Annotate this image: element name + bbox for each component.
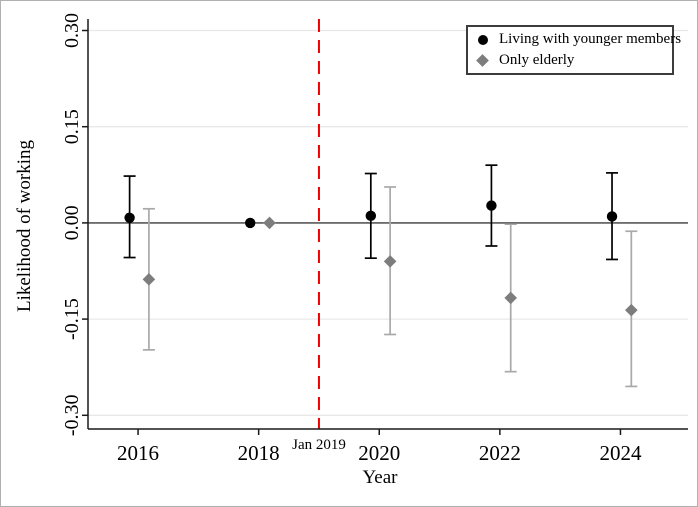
point-diamond (625, 303, 638, 317)
policy-date-label: Jan 2019 (292, 437, 346, 453)
point-diamond (383, 255, 397, 268)
point-circle (486, 200, 497, 211)
x-tick-label: 2018 (238, 441, 280, 465)
circle-marker-icon (478, 34, 488, 45)
y-tick-label: 0.15 (61, 109, 83, 144)
point-circle (245, 217, 256, 229)
point-diamond (504, 291, 518, 305)
y-tick-label: 0.00 (61, 205, 83, 240)
legend-swatch (477, 34, 499, 45)
x-tick-label: 2024 (599, 441, 642, 465)
point-diamond (263, 216, 276, 230)
legend-item-living-with-younger-members: Living with younger members (477, 30, 681, 50)
point-diamond (142, 273, 156, 286)
y-tick-label: -0.30 (61, 394, 83, 436)
y-axis-title: Likelihood of working (14, 139, 35, 313)
diamond-marker-icon (476, 53, 489, 67)
legend: Living with younger members Only elderly (466, 25, 681, 75)
point-circle (124, 212, 135, 223)
y-tick-label: 0.30 (61, 13, 83, 48)
legend-label: Living with younger members (499, 31, 682, 48)
point-circle (606, 211, 618, 222)
x-axis-title: Year (362, 467, 398, 488)
legend-swatch (476, 53, 499, 67)
legend-label: Only elderly (499, 51, 575, 68)
legend-item-only-elderly: Only elderly (476, 51, 666, 71)
x-tick-label: 2020 (358, 441, 400, 465)
x-tick-label: 2016 (117, 441, 159, 465)
x-tick-label: 2022 (479, 441, 521, 465)
point-circle (365, 210, 377, 222)
y-tick-label: -0.15 (61, 298, 83, 340)
